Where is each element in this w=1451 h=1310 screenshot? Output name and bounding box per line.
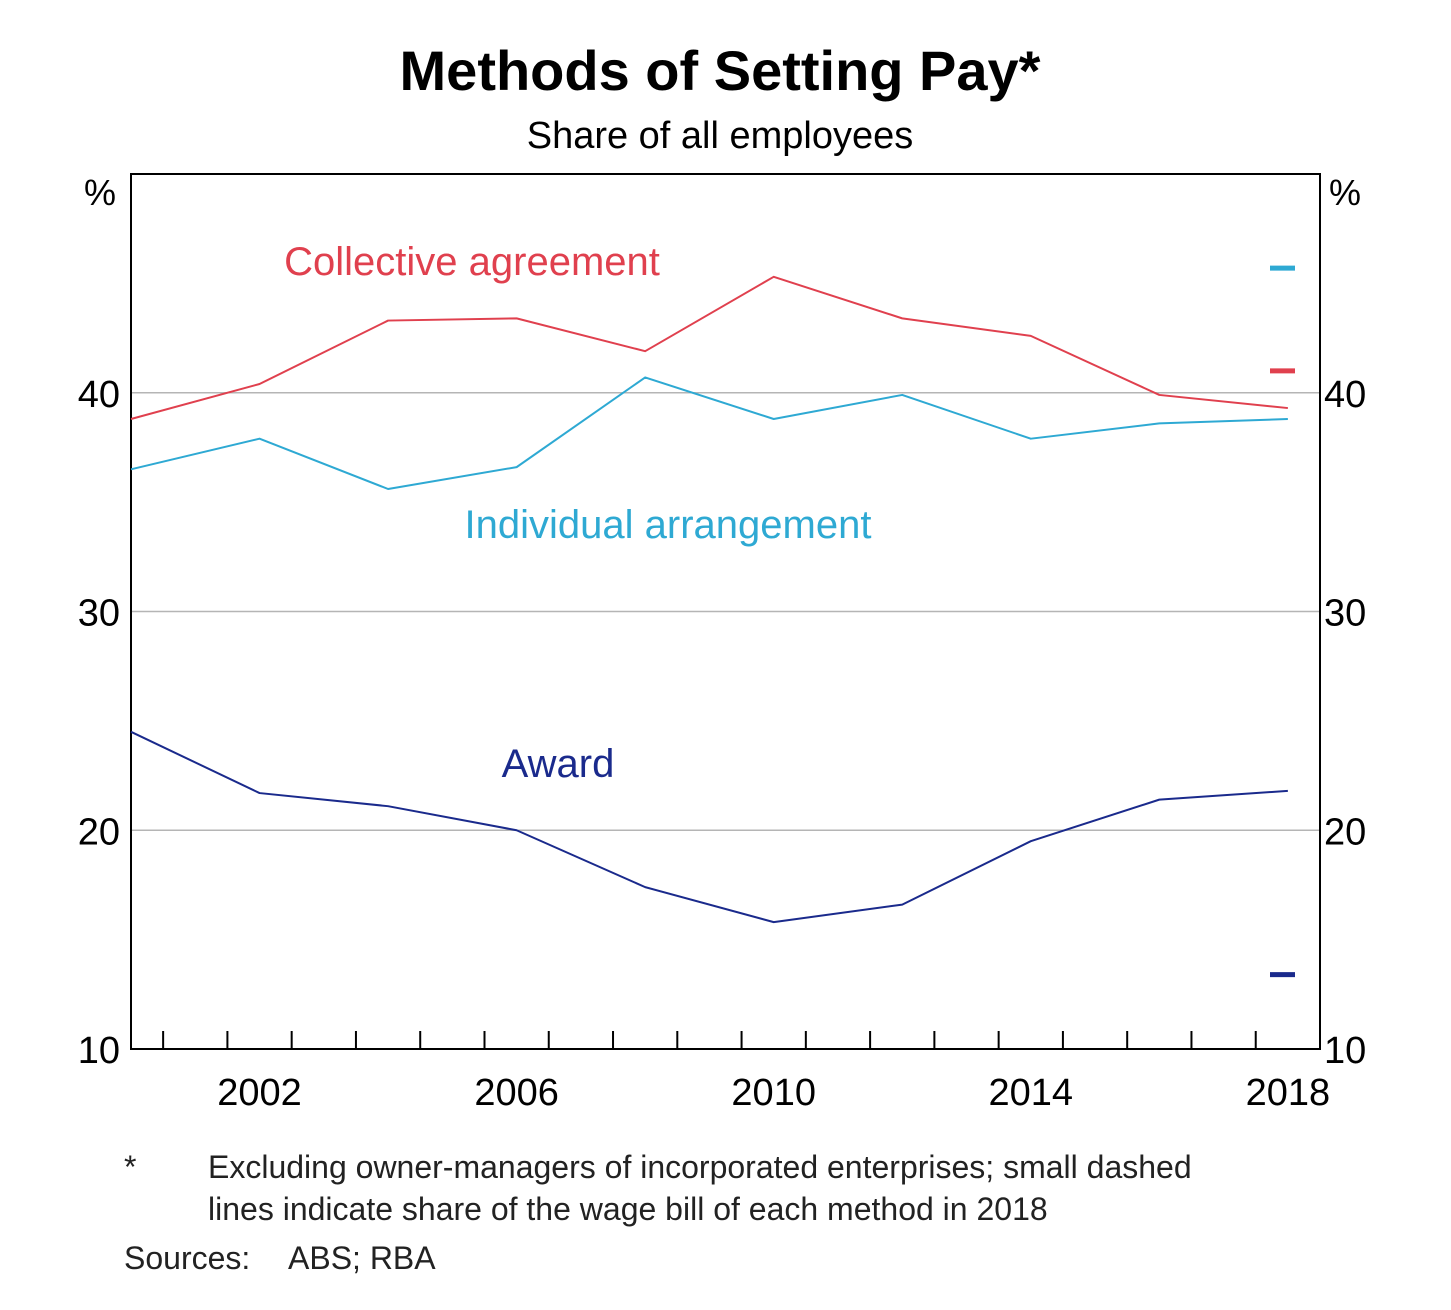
series-line-collective-agreement [130, 275, 1288, 420]
sources-label: Sources: [124, 1240, 251, 1276]
footnote-line-1: Excluding owner-managers of incorporated… [208, 1149, 1192, 1185]
x-tick-label-2002: 2002 [217, 1072, 302, 1114]
y-tick-right-30: 30 [1324, 593, 1366, 635]
y-tick-right-10: 10 [1324, 1030, 1366, 1072]
footnote-marker: * [124, 1149, 137, 1185]
series-line-award [130, 730, 1288, 924]
y-tick-labels: 10 10 20 20 30 30 40 40 [78, 374, 1367, 1072]
series-label-individual-arrangement: Individual arrangement [465, 503, 872, 547]
x-tick-label-2014: 2014 [989, 1072, 1074, 1114]
footnote-line-2: lines indicate share of the wage bill of… [208, 1191, 1048, 1227]
y-tick-left-10: 10 [78, 1030, 120, 1072]
gridlines [131, 392, 1320, 831]
y-unit-left: % [84, 172, 116, 213]
chart-subtitle: Share of all employees [527, 115, 914, 157]
sources-text: ABS; RBA [288, 1240, 436, 1276]
series-label-award: Award [502, 742, 615, 786]
y-tick-left-30: 30 [78, 593, 120, 635]
x-tick-label-2018: 2018 [1246, 1072, 1331, 1114]
series-label-collective-agreement: Collective agreement [284, 240, 660, 284]
x-axis-ticks: 2002 2006 2010 2014 2018 [162, 1031, 1331, 1114]
wage-bill-markers [1270, 265, 1295, 978]
series-line-individual-arrangement [130, 376, 1288, 490]
series-lines [130, 275, 1288, 924]
y-tick-right-40: 40 [1324, 374, 1366, 416]
y-tick-right-20: 20 [1324, 811, 1366, 853]
chart-title: Methods of Setting Pay* [400, 39, 1041, 102]
y-tick-left-20: 20 [78, 811, 120, 853]
y-unit-right: % [1329, 172, 1361, 213]
plot-frame [130, 173, 1321, 1050]
x-tick-label-2006: 2006 [474, 1072, 559, 1114]
y-tick-left-40: 40 [78, 374, 120, 416]
x-tick-label-2010: 2010 [731, 1072, 816, 1114]
